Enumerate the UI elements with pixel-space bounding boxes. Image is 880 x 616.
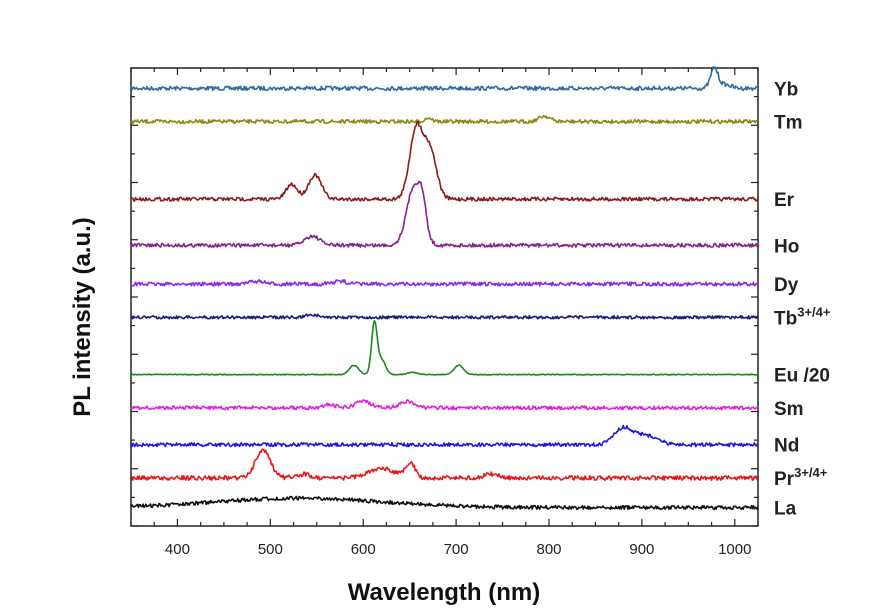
x-tick-label: 500: [258, 541, 283, 558]
series-line: [130, 279, 759, 287]
series-line: [130, 66, 758, 92]
x-tick-label: 900: [629, 541, 654, 558]
x-tick-label: 800: [536, 541, 561, 558]
x-tick-labels: 400 500 600 700 800 900 1000: [165, 541, 752, 558]
x-tick-label: 700: [444, 541, 469, 558]
series-line: [130, 313, 759, 320]
series-line: [130, 114, 759, 125]
plot-frame: [130, 67, 759, 527]
x-tick-label: 1000: [718, 541, 751, 558]
series-label: La: [774, 499, 797, 520]
x-axis-ticks: [130, 68, 759, 526]
series-label: Nd: [774, 436, 799, 457]
x-axis-title: Wavelength (nm): [348, 579, 540, 606]
series-line: [130, 495, 759, 511]
series-line: [130, 120, 759, 202]
x-tick-label: 600: [351, 541, 376, 558]
series-line: [130, 320, 758, 376]
series-label: Eu /20: [774, 366, 830, 387]
series-label-sup: 3+/4+: [797, 304, 831, 319]
series-label: Dy: [774, 275, 799, 296]
series-label: Sm: [774, 399, 804, 420]
spectra-traces: [130, 66, 759, 511]
x-tick-label: 400: [165, 541, 190, 558]
series-labels: Yb Tm Er Ho Dy Tb3+/4+ Eu /20 Sm Nd Pr3+/4+ La: [774, 79, 831, 519]
y-axis-ticks: [131, 67, 758, 527]
series-line: [130, 448, 759, 481]
series-line: [130, 180, 759, 248]
series-label: Er: [774, 190, 795, 211]
series-label: Pr3+/4+: [774, 465, 828, 490]
series-label: Ho: [774, 236, 799, 257]
series-label: Yb: [774, 79, 798, 100]
y-axis-title: PL intensity (a.u.): [69, 217, 96, 417]
series-label: Tb3+/4+: [774, 304, 831, 329]
series-label-sup: 3+/4+: [794, 465, 828, 480]
series-line: [130, 399, 759, 411]
series-line: [130, 424, 759, 448]
series-label: Tm: [774, 113, 803, 134]
